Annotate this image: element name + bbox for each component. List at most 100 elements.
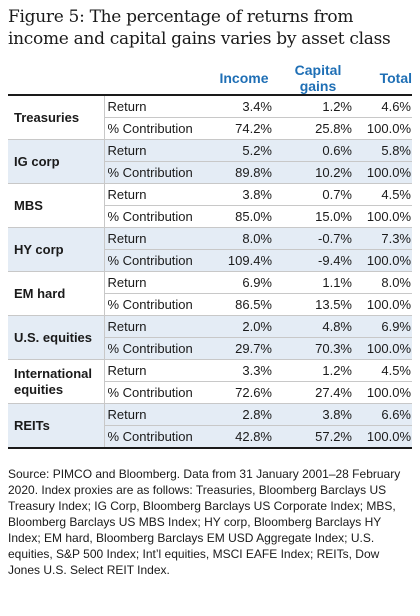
income-cell: 8.0%: [210, 227, 278, 250]
header-total: Total: [358, 62, 412, 96]
asset-group: Treasuries Return 3.4% 1.2% 4.6%% Contributi…: [8, 95, 412, 140]
income-cell: 85.0%: [210, 205, 278, 228]
asset-group: REITs Return 2.8% 3.8% 6.6%% Contribution 42.…: [8, 403, 412, 449]
asset-label: IG corp: [8, 139, 104, 184]
income-cell: 6.9%: [210, 271, 278, 294]
asset-group: International equities Return 3.3% 1.2% 4.5%…: [8, 359, 412, 404]
income-cell: 42.8%: [210, 425, 278, 449]
asset-group: IG corp Return 5.2% 0.6% 5.8%% Contribution 8…: [8, 139, 412, 184]
total-cell: 4.6%: [358, 95, 412, 118]
table-row: % Contribution 74.2% 25.8% 100.0%: [8, 117, 412, 140]
income-cell: 72.6%: [210, 381, 278, 404]
total-cell: 100.0%: [358, 117, 412, 140]
source-note: Source: PIMCO and Bloomberg. Data from 3…: [8, 467, 401, 577]
capital-gains-cell: 3.8%: [278, 403, 358, 426]
total-cell: 100.0%: [358, 425, 412, 449]
table-row: HY corp Return 8.0% -0.7% 7.3%: [8, 227, 412, 272]
total-cell: 4.5%: [358, 359, 412, 382]
total-cell: 100.0%: [358, 381, 412, 404]
capital-gains-cell: 13.5%: [278, 293, 358, 316]
metric-label: Return: [103, 95, 210, 118]
total-cell: 5.8%: [358, 139, 412, 162]
metric-label: Return: [103, 315, 210, 338]
table-row: IG corp Return 5.2% 0.6% 5.8%: [8, 139, 412, 184]
income-cell: 3.3%: [210, 359, 278, 382]
capital-gains-cell: 25.8%: [278, 117, 358, 140]
table-row: % Contribution 86.5% 13.5% 100.0%: [8, 293, 412, 316]
total-cell: 100.0%: [358, 337, 412, 360]
capital-gains-cell: -9.4%: [278, 249, 358, 272]
capital-gains-cell: 1.2%: [278, 95, 358, 118]
returns-table: Income Capital gains Total Treasuries Ret…: [8, 62, 412, 449]
total-cell: 6.9%: [358, 315, 412, 338]
metric-label: Return: [103, 183, 210, 206]
header-capital-gains: Capital gains: [278, 62, 358, 96]
asset-group: HY corp Return 8.0% -0.7% 7.3%% Contribution…: [8, 227, 412, 272]
table-row: % Contribution 72.6% 27.4% 100.0%: [8, 381, 412, 404]
figure-title: Figure 5: The percentage of returns from…: [8, 7, 391, 49]
metric-label: % Contribution: [103, 249, 210, 272]
capital-gains-cell: 27.4%: [278, 381, 358, 404]
metric-label: Return: [103, 359, 210, 382]
metric-label: Return: [103, 403, 210, 426]
metric-label: % Contribution: [103, 381, 210, 404]
table-row: EM hard Return 6.9% 1.1% 8.0%: [8, 271, 412, 316]
asset-label: MBS: [8, 183, 104, 228]
metric-label: Return: [103, 227, 210, 250]
capital-gains-cell: 57.2%: [278, 425, 358, 449]
income-cell: 5.2%: [210, 139, 278, 162]
capital-gains-cell: 4.8%: [278, 315, 358, 338]
table-row: MBS Return 3.8% 0.7% 4.5%: [8, 183, 412, 228]
table-row: % Contribution 29.7% 70.3% 100.0%: [8, 337, 412, 360]
asset-label: REITs: [8, 403, 104, 449]
capital-gains-cell: 70.3%: [278, 337, 358, 360]
table-row: Treasuries Return 3.4% 1.2% 4.6%: [8, 95, 412, 140]
table-row: % Contribution 85.0% 15.0% 100.0%: [8, 205, 412, 228]
header-income: Income: [210, 62, 278, 96]
table-row: % Contribution 109.4% -9.4% 100.0%: [8, 249, 412, 272]
table-row: U.S. equities Return 2.0% 4.8% 6.9%: [8, 315, 412, 360]
income-cell: 3.4%: [210, 95, 278, 118]
total-cell: 100.0%: [358, 249, 412, 272]
total-cell: 4.5%: [358, 183, 412, 206]
asset-group: U.S. equities Return 2.0% 4.8% 6.9%% Contrib…: [8, 315, 412, 360]
capital-gains-cell: 0.7%: [278, 183, 358, 206]
income-cell: 29.7%: [210, 337, 278, 360]
income-cell: 74.2%: [210, 117, 278, 140]
total-cell: 7.3%: [358, 227, 412, 250]
table-row: REITs Return 2.8% 3.8% 6.6%: [8, 403, 412, 449]
total-cell: 100.0%: [358, 205, 412, 228]
asset-label: U.S. equities: [8, 315, 104, 360]
capital-gains-cell: 15.0%: [278, 205, 358, 228]
income-cell: 86.5%: [210, 293, 278, 316]
income-cell: 2.8%: [210, 403, 278, 426]
table-row: % Contribution 42.8% 57.2% 100.0%: [8, 425, 412, 449]
metric-label: Return: [103, 139, 210, 162]
total-cell: 100.0%: [358, 161, 412, 184]
metric-label: % Contribution: [103, 117, 210, 140]
table-row: % Contribution 89.8% 10.2% 100.0%: [8, 161, 412, 184]
table-row: International equities Return 3.3% 1.2% 4.5%: [8, 359, 412, 404]
metric-label: % Contribution: [103, 161, 210, 184]
metric-label: % Contribution: [103, 337, 210, 360]
header-row: Income Capital gains Total: [8, 62, 412, 96]
asset-label: EM hard: [8, 271, 104, 316]
total-cell: 8.0%: [358, 271, 412, 294]
income-cell: 3.8%: [210, 183, 278, 206]
income-cell: 109.4%: [210, 249, 278, 272]
header-blank-asset: [8, 62, 104, 96]
metric-label: % Contribution: [103, 205, 210, 228]
metric-label: % Contribution: [103, 425, 210, 449]
header-blank-metric: [104, 62, 210, 96]
asset-group: EM hard Return 6.9% 1.1% 8.0%% Contribution 8…: [8, 271, 412, 316]
asset-label: International equities: [8, 359, 104, 404]
total-cell: 100.0%: [358, 293, 412, 316]
asset-label: Treasuries: [8, 95, 104, 140]
capital-gains-cell: 0.6%: [278, 139, 358, 162]
capital-gains-cell: -0.7%: [278, 227, 358, 250]
metric-label: % Contribution: [103, 293, 210, 316]
capital-gains-cell: 1.1%: [278, 271, 358, 294]
asset-group: MBS Return 3.8% 0.7% 4.5%% Contribution 85.0%…: [8, 183, 412, 228]
metric-label: Return: [103, 271, 210, 294]
